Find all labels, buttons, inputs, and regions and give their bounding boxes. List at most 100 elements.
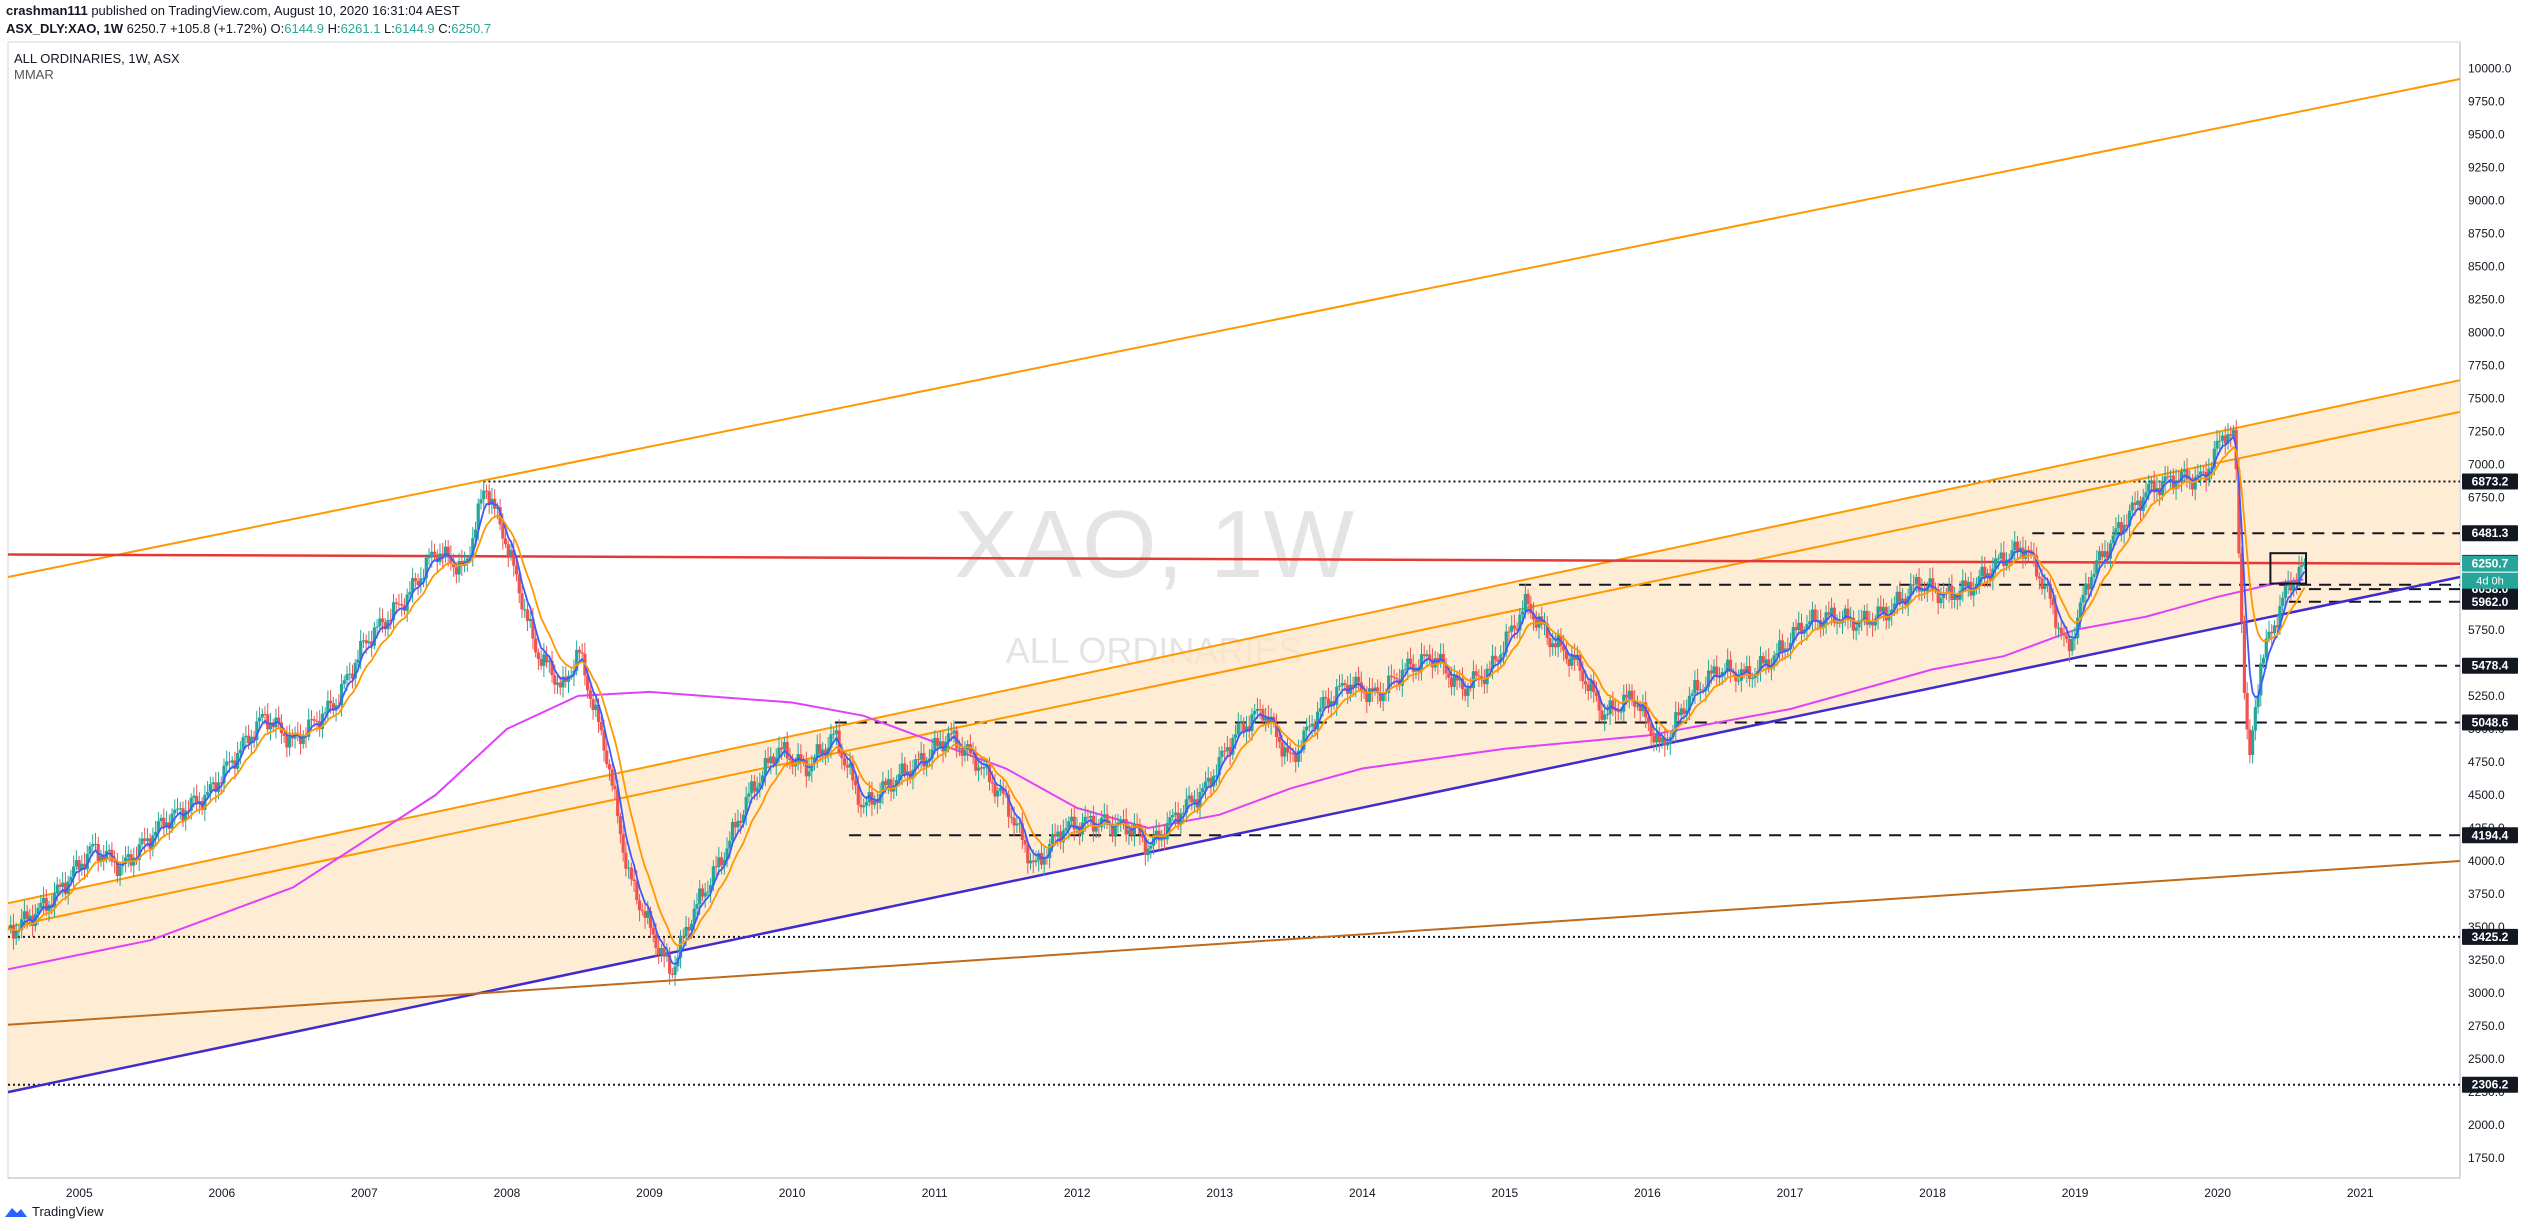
candle-body [1182,812,1186,814]
candle-body [1635,705,1640,707]
candle-body [1567,659,1571,666]
candle-body [2133,502,2137,505]
candle-body [2297,566,2301,584]
candle-body [238,749,242,754]
candle-body [755,787,759,792]
candle-body [449,555,453,564]
candle-body [859,804,863,808]
candle-body [730,822,735,841]
candle-body [1501,652,1506,655]
candle-body [884,781,888,786]
candle-body [1726,659,1730,672]
candle-body [1488,668,1492,670]
candle-body [1313,723,1317,730]
candle-body [963,749,967,756]
candle-body [1141,833,1145,838]
candle-body [2013,541,2017,551]
candle-body [580,652,584,654]
candle-body [1613,709,1618,712]
candle-body [260,713,264,718]
candle-body [1490,655,1495,670]
candle-body [367,641,371,644]
candle-body [2270,631,2274,634]
candle-body [2127,510,2132,526]
candle-body [903,763,907,775]
candle-body [596,704,601,723]
candle-body [733,822,737,828]
candle-body [1581,670,1585,682]
candle-body [1026,844,1030,864]
candle-body [728,840,732,849]
candle-body [2045,584,2050,586]
candle-body [230,760,234,763]
legend-indicator[interactable]: MMAR [14,67,54,82]
x-tick-label: 2016 [1634,1186,1661,1200]
x-tick-label: 2012 [1064,1186,1091,1200]
candle-body [1772,655,1776,667]
tradingview-brand[interactable]: TradingView [32,1204,104,1219]
price-label: 5478.4 [2472,659,2509,673]
trend-line [7,410,2461,928]
candle-body [640,910,644,912]
candle-body [175,808,180,810]
candle-body [1274,723,1279,738]
candle-body [1868,622,1872,625]
price-label-box: 4194.4 [2462,827,2518,844]
candle-body [1605,714,1609,716]
candle-body [1310,723,1314,727]
price-label-bg [2462,555,2518,572]
candle-body [2218,440,2222,442]
candle-body [372,627,376,646]
candle-body [517,574,521,594]
candle-body [1428,654,1432,660]
candle-body [452,563,456,568]
candle-body [263,713,267,715]
candle-body [1395,678,1399,680]
candle-body [624,852,628,869]
candle-body [1510,625,1514,632]
candle-body [1069,816,1074,822]
candle-body [602,730,606,751]
candle-body [1143,837,1147,856]
candle-body [1649,723,1653,736]
y-tick-label: 4750.0 [2468,755,2505,769]
candle-body [1553,643,1558,648]
candle-body [361,640,366,642]
candle-body [1994,558,1998,569]
candle-body [479,499,483,504]
candle-body [993,783,997,797]
chart-header: crashman111 published on TradingView.com… [6,2,491,38]
candle-body [389,619,393,621]
candle-body [1641,702,1645,712]
candle-body [605,750,609,765]
countdown-bg [2462,572,2518,589]
candle-body [1277,737,1281,743]
x-tick-label: 2015 [1492,1186,1519,1200]
candle-body [539,658,543,666]
candle-body [1173,812,1178,816]
x-tick-label: 2019 [2062,1186,2089,1200]
candle-body [164,822,169,828]
candle-body [348,673,352,675]
candle-body [413,578,417,582]
candle-body [1190,795,1194,803]
candle-body [979,767,983,769]
candle-body [1619,711,1623,713]
candle-body [941,741,945,752]
candle-body [159,817,163,822]
candle-body [298,734,303,744]
author-name[interactable]: crashman111 [6,3,88,18]
candle-body [1102,814,1106,818]
y-tick-label: 6750.0 [2468,491,2505,505]
candle-body [711,866,715,886]
candle-body [411,578,415,592]
candle-body [637,900,642,911]
candle-body [788,758,792,761]
candle-body [1387,675,1391,694]
candle-body [1121,819,1126,821]
candle-body [99,855,103,862]
candle-body [1633,700,1637,707]
candle-body [616,789,620,817]
candle-body [1023,839,1027,845]
